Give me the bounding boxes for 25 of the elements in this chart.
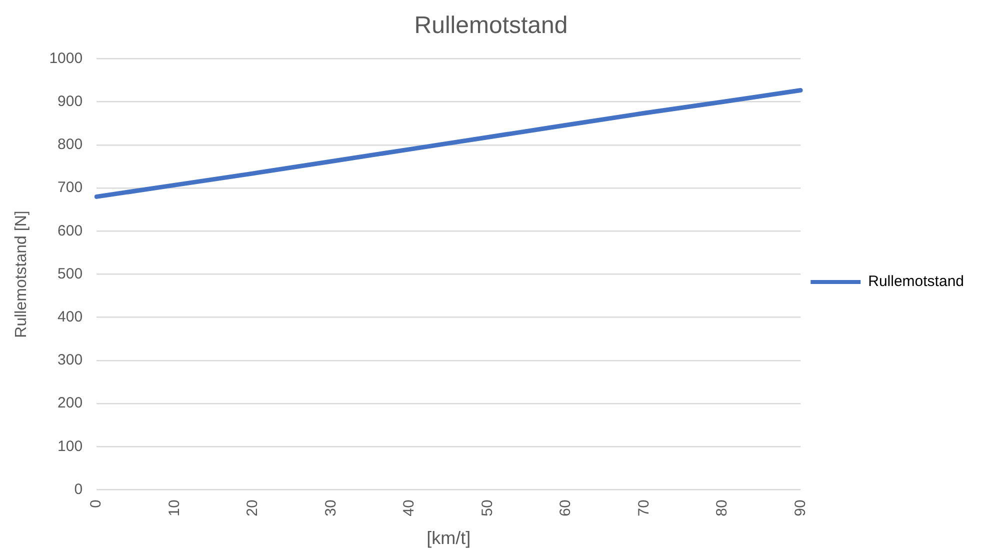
- x-tick-label: 50: [478, 500, 496, 516]
- y-tick-label: 600: [58, 222, 83, 240]
- y-tick-label: 100: [58, 438, 83, 455]
- x-tick-label: 70: [635, 500, 652, 516]
- y-tick-label: 900: [58, 93, 83, 110]
- chart-title: Rullemotstand: [414, 12, 568, 40]
- y-tick-label: 500: [58, 265, 83, 282]
- y-tick-label: 300: [58, 352, 83, 369]
- x-tick-label: 80: [714, 500, 731, 516]
- y-tick-label: 0: [74, 480, 83, 498]
- y-tick-label: 400: [58, 308, 83, 326]
- y-tick-label: 700: [58, 179, 83, 196]
- y-tick-label: 800: [58, 136, 83, 154]
- x-tick-label: 0: [88, 500, 105, 508]
- x-tick-label: 60: [557, 500, 574, 516]
- x-tick-label: 10: [166, 500, 183, 516]
- y-axis-title: Rullemotstand [N]: [13, 210, 30, 338]
- x-tick-label: 90: [792, 500, 809, 516]
- x-tick-label: 30: [322, 500, 340, 516]
- legend-label: Rullemotstand: [868, 273, 964, 290]
- x-tick-label: 20: [244, 500, 262, 516]
- x-axis-title: [km/t]: [426, 528, 471, 548]
- y-tick-label: 200: [58, 394, 83, 412]
- y-tick-label: 1000: [49, 50, 83, 67]
- x-tick-label: 40: [400, 500, 418, 516]
